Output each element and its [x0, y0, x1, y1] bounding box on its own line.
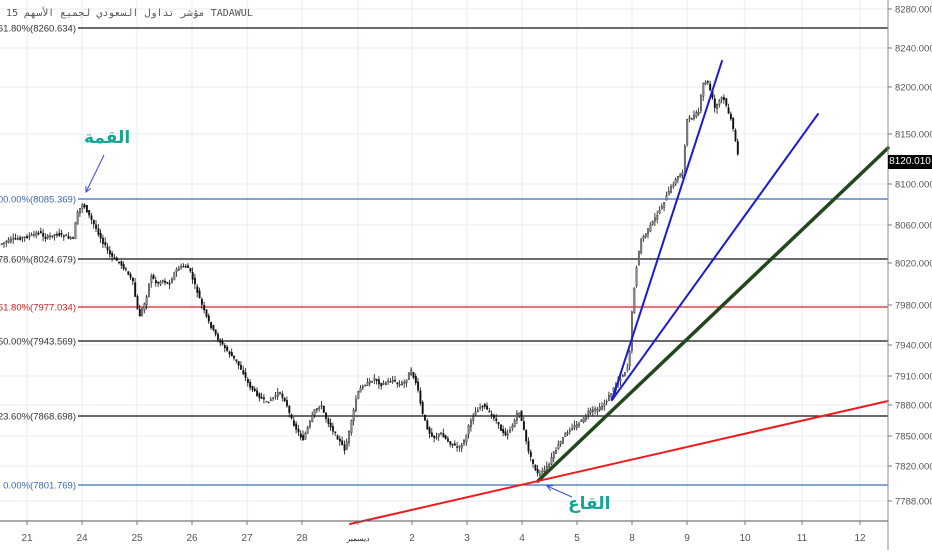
trend-line-support-red[interactable] [349, 400, 889, 525]
price-tick-label: 7820.000 [895, 462, 932, 473]
time-tick-label: 28 [296, 533, 308, 544]
time-tick-label: 9 [684, 533, 690, 544]
time-tick-label: 27 [241, 533, 253, 544]
price-tick-label: 8150.000 [895, 130, 932, 141]
time-tick-label: 12 [854, 533, 866, 544]
time-tick-label: 4 [519, 533, 525, 544]
price-tick-label: 8060.000 [895, 221, 932, 232]
grid-lines [0, 0, 888, 521]
fib-level-label: 50.00%(7943.569) [0, 337, 76, 348]
trough-annotation[interactable]: القاع [568, 494, 611, 514]
fib-level-label: 23.60%(7868.698) [0, 412, 76, 423]
price-axis[interactable]: 8280.000 8240.000 8200.000 8150.000 8100.000… [888, 5, 932, 508]
annotation-arrow [546, 485, 573, 498]
price-tick-label: 8020.000 [895, 259, 932, 270]
time-tick-label: ديسمبر [346, 534, 371, 543]
trend-lines[interactable] [349, 60, 890, 525]
price-tick-label: 7940.000 [895, 341, 932, 352]
time-tick-label: 25 [131, 533, 143, 544]
fibonacci-retracement[interactable]: 161.80%(8260.634) 100.00%(8085.369) 78.60%… [0, 24, 888, 492]
trend-line-fan-mid[interactable] [611, 113, 819, 401]
price-tick-label: 8200.000 [895, 83, 932, 94]
time-tick-label: 8 [629, 533, 635, 544]
symbol-title: مؤشر تداول السعودي لجميع الأسهم 15 TADAW… [6, 8, 253, 19]
annotation-arrows [85, 154, 573, 498]
axes [0, 0, 889, 550]
time-tick-label: 10 [739, 533, 751, 544]
fib-level-label: 61.80%(7977.034) [0, 303, 76, 314]
annotation-arrow [85, 154, 105, 193]
time-axis[interactable]: 21 24 25 26 27 28 ديسمبر 2 3 4 5 8 9 10 11 12 [21, 521, 866, 544]
time-tick-label: 2 [409, 533, 415, 544]
price-tick-label: 8240.000 [895, 44, 932, 55]
price-tick-label: 7788.000 [895, 497, 932, 508]
time-tick-label: 11 [797, 533, 808, 544]
price-tick-label: 7880.000 [895, 401, 932, 412]
fib-level-label: 0.00%(7801.769) [3, 481, 76, 492]
time-tick-label: 26 [186, 533, 198, 544]
time-tick-label: 21 [21, 533, 33, 544]
fib-level-label: 100.00%(8085.369) [0, 195, 76, 206]
candlestick-series [0, 80, 739, 480]
time-tick-label: 5 [574, 533, 580, 544]
price-tick-label: 8100.000 [895, 180, 932, 191]
trend-line-trend-green[interactable] [536, 146, 890, 483]
fib-level-label: 78.60%(8024.679) [0, 255, 76, 266]
time-tick-label: 24 [76, 533, 88, 544]
price-tick-label: 8280.000 [895, 5, 932, 16]
trend-line-fan-steep[interactable] [611, 60, 723, 401]
price-tick-label: 7910.000 [895, 372, 932, 383]
price-tick-label: 7980.000 [895, 301, 932, 312]
time-tick-label: 3 [464, 533, 470, 544]
current-price-label: 8120.010 [888, 155, 932, 169]
price-tick-label: 7850.000 [895, 432, 932, 443]
peak-annotation[interactable]: القمة [84, 128, 131, 148]
fib-level-label: 161.80%(8260.634) [0, 24, 76, 35]
